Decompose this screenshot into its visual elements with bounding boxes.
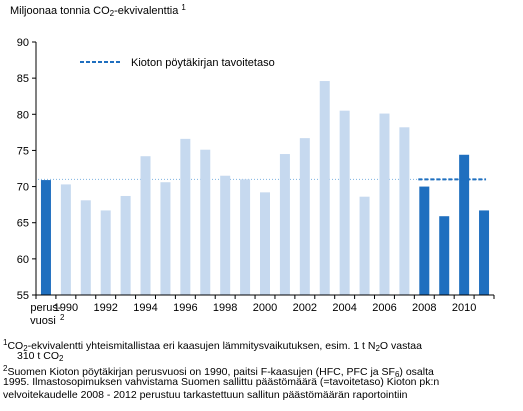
bar-2000 (260, 192, 270, 295)
bar-2007 (399, 127, 410, 295)
bar-2011 (479, 210, 490, 295)
footnote-2-marker: 2 (3, 364, 8, 373)
footnote-2-line-1: 2Suomen Kioton pöytäkirjan perusvuosi on… (3, 364, 434, 379)
bar-2002 (299, 138, 310, 295)
y-tick-label-75: 75 (17, 145, 29, 157)
y-tick-label-80: 80 (17, 109, 29, 121)
bar-2004 (339, 110, 350, 296)
x-tick-label-1992: 1992 (93, 302, 117, 314)
bar-1993 (120, 195, 131, 295)
bar-2001 (279, 154, 290, 295)
x-tick-label-1996: 1996 (173, 302, 197, 314)
bar-1990 (60, 184, 71, 295)
y-tick-label-55: 55 (17, 290, 29, 302)
x-tick-label-2008: 2008 (412, 302, 436, 314)
y-tick-label-85: 85 (17, 73, 29, 85)
x-tick-label-2004: 2004 (332, 302, 356, 314)
y-axis-title-sup: 1 (181, 3, 186, 12)
footnote-1-line-1: 1CO2-ekvivalentti yhteismitallistaa eri … (3, 338, 422, 353)
y-tick-label-70: 70 (17, 182, 29, 194)
bar-1998 (220, 175, 231, 295)
bar-1995 (160, 182, 171, 295)
footnote-2-line-3: velvoitekaudelle 2008 - 2012 perustuu ta… (3, 389, 408, 401)
y-axis-title-prefix: Miljoonaa tonnia CO (10, 5, 110, 17)
footnote-2-line-2: 1995. Ilmastosopimuksen vahvistama Suome… (3, 376, 440, 388)
bar-2008 (419, 186, 430, 295)
x-tick-label-line2: vuosi (30, 315, 56, 327)
x-tick-label-2006: 2006 (372, 302, 396, 314)
footnote-1-line-2: 310 t CO2 (17, 350, 64, 363)
bar-2005 (359, 196, 370, 295)
bar-1999 (240, 179, 251, 295)
x-tick-label-2002: 2002 (293, 302, 317, 314)
y-axis-title-suffix: -ekvivalenttia (114, 5, 179, 17)
bar-2009 (439, 216, 450, 295)
legend-label-target: Kioton pöytäkirjan tavoitetaso (131, 57, 275, 69)
bar-1994 (140, 156, 151, 295)
x-tick-label-1990: 1990 (54, 302, 78, 314)
bar-2006 (379, 113, 390, 295)
bar-2010 (459, 154, 470, 295)
x-tick-label-1994: 1994 (133, 302, 157, 314)
bar-2003 (319, 81, 330, 295)
footnote-1-marker: 1 (3, 338, 8, 347)
x-tick-label-2010: 2010 (452, 302, 476, 314)
bar-perusvuosi (40, 180, 51, 295)
bar-1991 (80, 200, 91, 295)
bar-1997 (200, 149, 211, 295)
y-tick-label-60: 60 (17, 254, 29, 266)
y-axis-title: Miljoonaa tonnia CO2-ekvivalenttia 1 (10, 3, 186, 18)
x-tick-label-sup: 2 (60, 313, 65, 322)
x-tick-label-perus-: perus- (30, 302, 62, 314)
bar-1992 (100, 210, 111, 295)
y-tick-label-90: 90 (17, 37, 29, 49)
x-tick-label-1998: 1998 (213, 302, 237, 314)
x-tick-label-2000: 2000 (253, 302, 277, 314)
y-axis-title-sub: 2 (109, 9, 115, 18)
bar-1996 (180, 138, 191, 295)
y-tick-label-65: 65 (17, 218, 29, 230)
